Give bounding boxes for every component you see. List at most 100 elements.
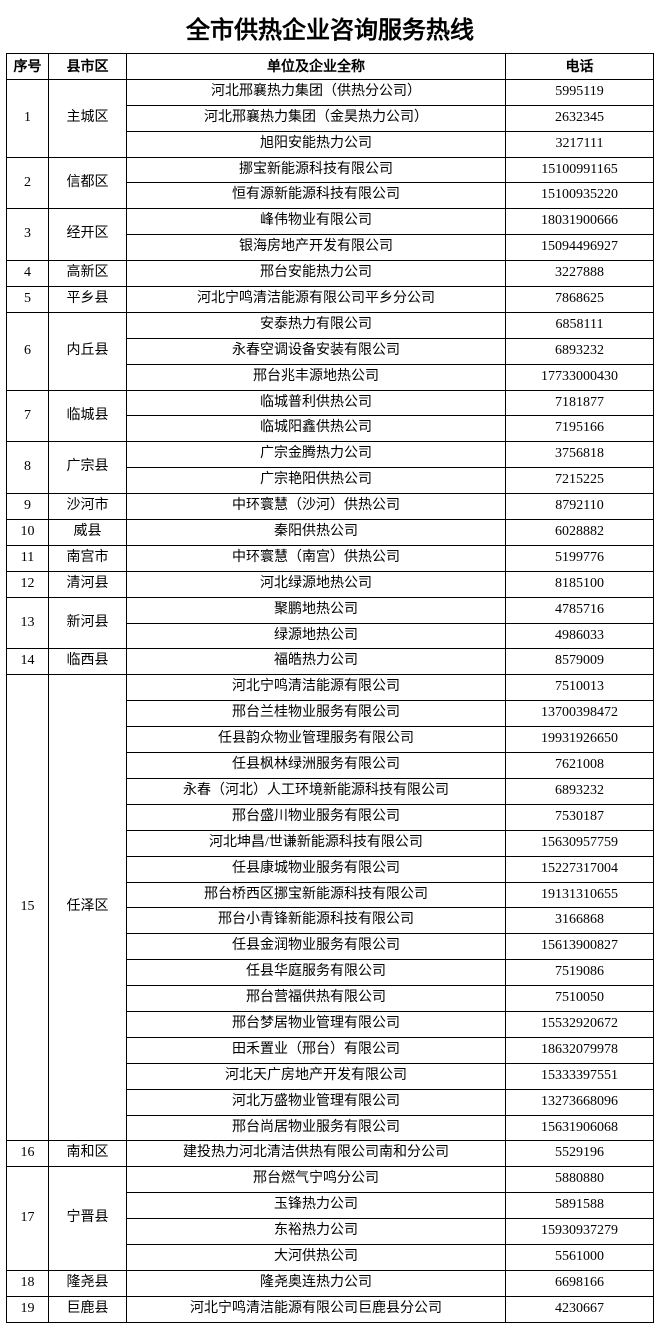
cell-district: 宁晋县	[49, 1167, 127, 1271]
table-row: 15任泽区河北宁鸣清洁能源有限公司7510013	[7, 675, 654, 701]
cell-idx: 19	[7, 1296, 49, 1322]
cell-phone: 17733000430	[506, 364, 654, 390]
cell-district: 任泽区	[49, 675, 127, 1141]
cell-phone: 4986033	[506, 623, 654, 649]
cell-phone: 18632079978	[506, 1037, 654, 1063]
cell-company: 聚鹏地热公司	[127, 597, 506, 623]
cell-idx: 18	[7, 1270, 49, 1296]
cell-company: 广宗金腾热力公司	[127, 442, 506, 468]
table-row: 10威县秦阳供热公司6028882	[7, 520, 654, 546]
cell-idx: 10	[7, 520, 49, 546]
cell-company: 邢台兰桂物业服务有限公司	[127, 701, 506, 727]
cell-phone: 15333397551	[506, 1063, 654, 1089]
cell-phone: 15094496927	[506, 235, 654, 261]
cell-phone: 15227317004	[506, 856, 654, 882]
cell-company: 河北宁鸣清洁能源有限公司巨鹿县分公司	[127, 1296, 506, 1322]
cell-company: 临城阳鑫供热公司	[127, 416, 506, 442]
cell-phone: 19131310655	[506, 882, 654, 908]
cell-phone: 15100991165	[506, 157, 654, 183]
cell-company: 永春空调设备安装有限公司	[127, 338, 506, 364]
col-idx: 序号	[7, 54, 49, 80]
cell-phone: 7519086	[506, 960, 654, 986]
cell-phone: 4785716	[506, 597, 654, 623]
cell-idx: 7	[7, 390, 49, 442]
cell-district: 南宫市	[49, 545, 127, 571]
cell-phone: 15532920672	[506, 1011, 654, 1037]
cell-idx: 6	[7, 312, 49, 390]
cell-phone: 3227888	[506, 261, 654, 287]
table-row: 12清河县河北绿源地热公司8185100	[7, 571, 654, 597]
cell-district: 经开区	[49, 209, 127, 261]
cell-company: 永春（河北）人工环境新能源科技有限公司	[127, 778, 506, 804]
cell-phone: 5561000	[506, 1244, 654, 1270]
cell-district: 临西县	[49, 649, 127, 675]
cell-phone: 5529196	[506, 1141, 654, 1167]
page-title: 全市供热企业咨询服务热线	[6, 10, 654, 45]
cell-company: 临城普利供热公司	[127, 390, 506, 416]
table-row: 1主城区河北邢襄热力集团（供热分公司）5995119	[7, 79, 654, 105]
cell-phone: 6893232	[506, 778, 654, 804]
cell-idx: 15	[7, 675, 49, 1141]
cell-phone: 6028882	[506, 520, 654, 546]
col-phone: 电话	[506, 54, 654, 80]
cell-phone: 7510050	[506, 986, 654, 1012]
cell-idx: 17	[7, 1167, 49, 1271]
cell-phone: 7621008	[506, 753, 654, 779]
cell-phone: 15630957759	[506, 830, 654, 856]
cell-phone: 7215225	[506, 468, 654, 494]
cell-company: 任县枫林绿洲服务有限公司	[127, 753, 506, 779]
cell-company: 中环寰慧（南宫）供热公司	[127, 545, 506, 571]
cell-phone: 8579009	[506, 649, 654, 675]
cell-district: 新河县	[49, 597, 127, 649]
cell-phone: 5199776	[506, 545, 654, 571]
cell-company: 峰伟物业有限公司	[127, 209, 506, 235]
cell-district: 南和区	[49, 1141, 127, 1167]
cell-company: 邢台梦居物业管理有限公司	[127, 1011, 506, 1037]
cell-phone: 8792110	[506, 494, 654, 520]
table-row: 13新河县聚鹏地热公司4785716	[7, 597, 654, 623]
cell-company: 隆尧奥连热力公司	[127, 1270, 506, 1296]
cell-idx: 8	[7, 442, 49, 494]
table-row: 19巨鹿县河北宁鸣清洁能源有限公司巨鹿县分公司4230667	[7, 1296, 654, 1322]
table-row: 16南和区建投热力河北清洁供热有限公司南和分公司5529196	[7, 1141, 654, 1167]
cell-idx: 12	[7, 571, 49, 597]
cell-phone: 6893232	[506, 338, 654, 364]
cell-phone: 13273668096	[506, 1089, 654, 1115]
cell-company: 任县金润物业服务有限公司	[127, 934, 506, 960]
cell-phone: 7181877	[506, 390, 654, 416]
cell-phone: 3217111	[506, 131, 654, 157]
cell-company: 银海房地产开发有限公司	[127, 235, 506, 261]
cell-idx: 14	[7, 649, 49, 675]
table-row: 11南宫市中环寰慧（南宫）供热公司5199776	[7, 545, 654, 571]
cell-company: 邢台桥西区挪宝新能源科技有限公司	[127, 882, 506, 908]
cell-idx: 13	[7, 597, 49, 649]
table-row: 2信都区挪宝新能源科技有限公司15100991165	[7, 157, 654, 183]
cell-phone: 3756818	[506, 442, 654, 468]
cell-district: 高新区	[49, 261, 127, 287]
table-row: 17宁晋县邢台燃气宁鸣分公司5880880	[7, 1167, 654, 1193]
table-row: 14临西县福皓热力公司8579009	[7, 649, 654, 675]
cell-company: 大河供热公司	[127, 1244, 506, 1270]
cell-company: 任县韵众物业管理服务有限公司	[127, 727, 506, 753]
cell-district: 广宗县	[49, 442, 127, 494]
cell-phone: 8185100	[506, 571, 654, 597]
cell-phone: 7530187	[506, 804, 654, 830]
cell-company: 建投热力河北清洁供热有限公司南和分公司	[127, 1141, 506, 1167]
cell-phone: 5995119	[506, 79, 654, 105]
cell-company: 河北天广房地产开发有限公司	[127, 1063, 506, 1089]
cell-idx: 5	[7, 287, 49, 313]
cell-company: 旭阳安能热力公司	[127, 131, 506, 157]
cell-company: 田禾置业（邢台）有限公司	[127, 1037, 506, 1063]
cell-idx: 3	[7, 209, 49, 261]
cell-district: 信都区	[49, 157, 127, 209]
cell-company: 安泰热力有限公司	[127, 312, 506, 338]
cell-phone: 5880880	[506, 1167, 654, 1193]
cell-company: 河北绿源地热公司	[127, 571, 506, 597]
cell-company: 邢台小青锋新能源科技有限公司	[127, 908, 506, 934]
cell-company: 河北万盛物业管理有限公司	[127, 1089, 506, 1115]
cell-phone: 15100935220	[506, 183, 654, 209]
cell-idx: 1	[7, 79, 49, 157]
cell-company: 任县华庭服务有限公司	[127, 960, 506, 986]
cell-company: 邢台营福供热有限公司	[127, 986, 506, 1012]
cell-company: 河北坤昌/世谦新能源科技有限公司	[127, 830, 506, 856]
